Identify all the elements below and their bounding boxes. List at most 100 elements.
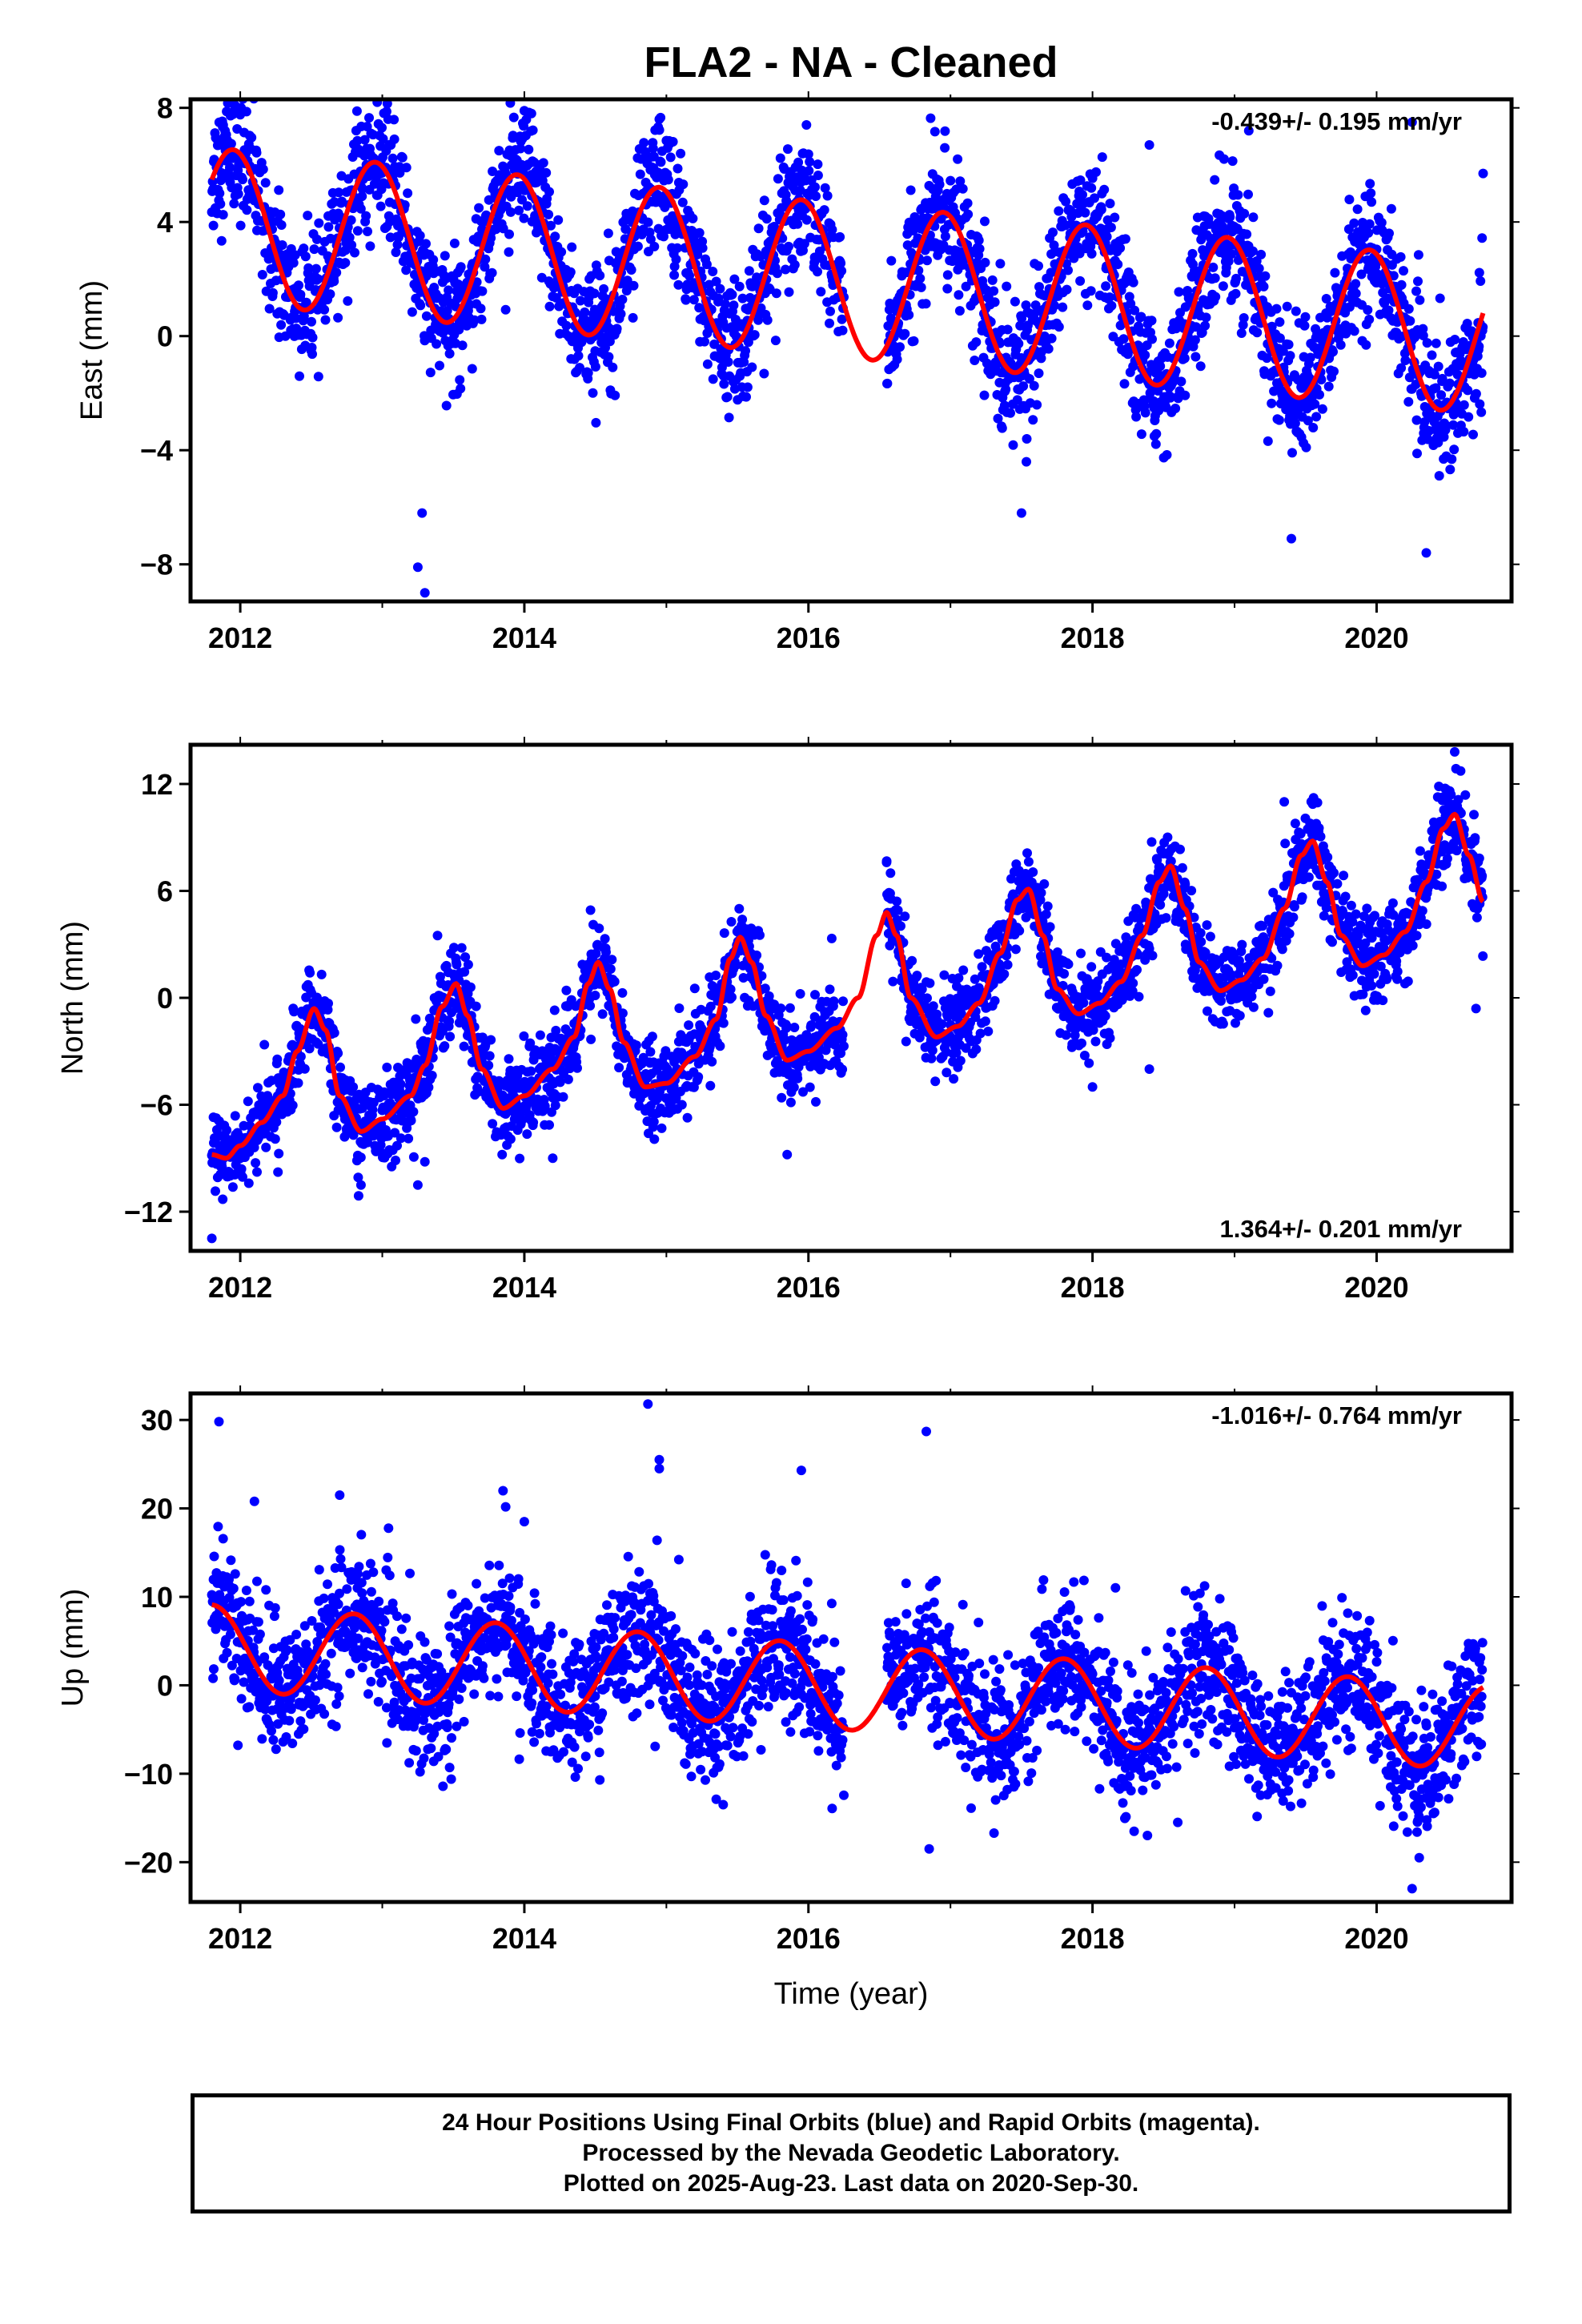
east-point <box>260 178 271 188</box>
north-point <box>525 1038 536 1048</box>
east-point <box>793 219 803 229</box>
north-point <box>1076 948 1086 959</box>
east-point <box>1366 188 1376 199</box>
east-point <box>742 382 753 392</box>
east-point <box>616 309 626 319</box>
north-point <box>677 1100 687 1110</box>
east-point <box>1330 267 1340 278</box>
east-point <box>1396 279 1407 290</box>
east-point <box>1433 361 1443 372</box>
east-point <box>364 113 374 123</box>
east-point <box>435 360 444 371</box>
north-point <box>293 1078 303 1088</box>
east-point <box>772 268 782 279</box>
east-point <box>352 135 363 146</box>
north-point <box>838 996 848 1007</box>
east-point <box>639 138 649 148</box>
east-point <box>892 354 902 364</box>
east-point <box>1162 450 1172 460</box>
east-point <box>277 240 287 250</box>
east-point <box>940 231 950 242</box>
north-point <box>333 1048 343 1059</box>
east-point <box>970 356 980 365</box>
east-point <box>783 144 793 155</box>
north-point <box>594 923 604 934</box>
north-point <box>211 1186 220 1196</box>
east-point <box>811 191 821 201</box>
east-point <box>1403 304 1414 314</box>
east-point <box>599 283 609 294</box>
north-point <box>287 1100 298 1111</box>
east-point <box>1413 250 1423 260</box>
east-point <box>982 358 992 368</box>
east-point <box>363 171 374 181</box>
east-point <box>1259 281 1269 292</box>
east-point <box>441 400 452 411</box>
north-point <box>236 1164 247 1174</box>
north-point <box>1063 959 1074 969</box>
east-point <box>837 266 847 276</box>
north-point <box>427 1071 437 1080</box>
east-point <box>946 175 956 186</box>
north-point <box>460 967 470 977</box>
east-point <box>744 266 754 276</box>
east-point <box>1361 340 1371 350</box>
east-point <box>432 339 442 349</box>
east-y-tick-label: 0 <box>157 320 173 353</box>
east-point <box>663 175 673 185</box>
east-point <box>1063 265 1073 275</box>
east-point <box>1110 212 1120 223</box>
east-point <box>407 307 417 317</box>
north-point <box>299 1063 310 1074</box>
east-point <box>575 296 585 306</box>
east-point <box>656 157 666 167</box>
east-point <box>993 413 1003 424</box>
east-point <box>825 318 834 328</box>
east-point <box>476 304 486 314</box>
east-point <box>377 123 387 133</box>
east-point <box>734 281 745 292</box>
east-point <box>1363 227 1374 238</box>
east-point <box>1170 404 1181 413</box>
east-outlier-point <box>1016 508 1026 518</box>
east-point <box>1411 286 1421 296</box>
north-point <box>335 1062 345 1072</box>
east-point <box>1233 190 1243 200</box>
east-point <box>604 352 614 362</box>
north-point <box>734 903 745 914</box>
east-point <box>1459 427 1469 437</box>
east-outlier-point <box>1287 533 1296 544</box>
east-point <box>759 195 769 206</box>
east-plot-frame <box>188 97 1514 604</box>
east-point <box>467 364 477 374</box>
east-point <box>207 176 218 187</box>
east-point <box>729 300 739 311</box>
east-point <box>1260 271 1271 281</box>
north-point <box>1084 1058 1094 1068</box>
north-point <box>609 976 620 987</box>
north-point <box>839 1041 849 1051</box>
north-point <box>353 1191 363 1201</box>
east-point <box>974 235 984 246</box>
north-point <box>793 1073 803 1084</box>
east-point <box>801 215 812 225</box>
north-point <box>912 971 922 981</box>
north-point <box>617 1008 628 1019</box>
east-point <box>580 307 590 317</box>
east-point <box>1434 471 1444 481</box>
east-point <box>1413 276 1423 287</box>
north-point <box>1132 965 1142 975</box>
east-point <box>514 205 524 215</box>
east-point <box>701 259 712 270</box>
east-point <box>380 82 390 92</box>
east-point <box>550 231 560 242</box>
north-point <box>497 1149 508 1160</box>
east-point <box>1218 281 1228 292</box>
east-point <box>401 163 412 173</box>
east-point <box>1299 320 1310 331</box>
east-point <box>1303 416 1313 426</box>
east-point <box>979 390 990 400</box>
north-point <box>1039 879 1050 889</box>
east-point <box>963 209 974 219</box>
